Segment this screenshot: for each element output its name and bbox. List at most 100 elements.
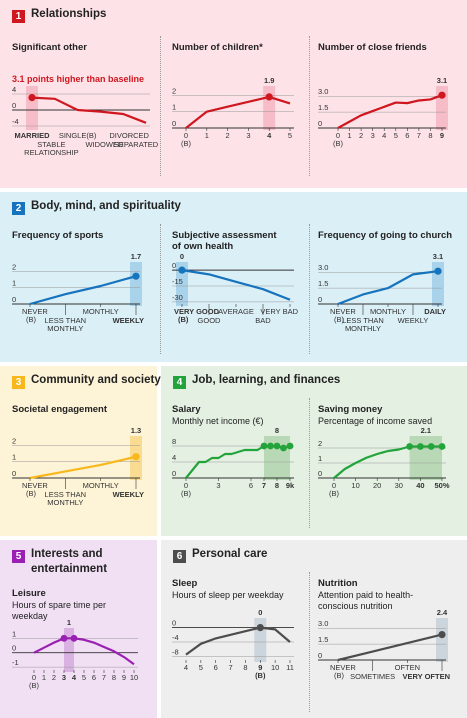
data-point bbox=[267, 442, 274, 450]
x-tick-label: 4 bbox=[184, 663, 188, 672]
baseline-marker: (B) bbox=[181, 489, 192, 498]
panel-title: Frequency of sports bbox=[12, 230, 104, 241]
x-tick-label: 40 bbox=[416, 481, 424, 490]
x-tick-label: 3 bbox=[246, 131, 250, 140]
series-line bbox=[185, 626, 291, 656]
x-category-label: VERY GOOD bbox=[174, 307, 220, 316]
section-title: Body, mind, and spirituality bbox=[31, 200, 181, 212]
x-category-label: WEEKLY bbox=[398, 316, 429, 325]
y-tick-label: 0 bbox=[318, 651, 322, 660]
panel-subtitle: Hours of sleep per weekday bbox=[172, 590, 284, 600]
section-title-line-2: entertainment bbox=[31, 563, 108, 575]
data-point bbox=[286, 442, 294, 450]
x-category-label: WEEKLY bbox=[113, 316, 144, 325]
x-tick-label: 4 bbox=[72, 673, 77, 682]
x-tick-label: 10 bbox=[351, 481, 359, 490]
x-tick-label: 5 bbox=[288, 131, 292, 140]
x-category-label: NEVER bbox=[330, 663, 356, 672]
x-tick-label: 9 bbox=[440, 131, 444, 140]
y-tick-label: -15 bbox=[172, 277, 183, 286]
y-tick-label: 0 bbox=[172, 469, 176, 478]
data-point bbox=[256, 624, 264, 632]
data-point bbox=[406, 443, 413, 450]
x-category-label: GOOD bbox=[198, 316, 222, 325]
x-tick-label: 2 bbox=[226, 131, 230, 140]
highlight-band bbox=[436, 618, 448, 662]
series-line bbox=[29, 275, 137, 306]
x-tick-label: 3 bbox=[216, 481, 220, 490]
x-tick-label: 6 bbox=[405, 131, 409, 140]
section-header: 1 Relationships bbox=[12, 8, 106, 23]
data-point bbox=[60, 634, 68, 642]
x-tick-label: 5 bbox=[82, 673, 86, 682]
section-interests: 5 Interests and entertainment Leisure Hour… bbox=[0, 540, 157, 718]
x-category-label: MONTHLY bbox=[370, 307, 406, 316]
y-tick-label: 3.0 bbox=[318, 619, 328, 628]
baseline-marker: (B) bbox=[329, 489, 340, 498]
y-tick-label: 0 bbox=[172, 119, 176, 128]
y-tick-label: 0 bbox=[172, 261, 176, 270]
y-tick-label: -4 bbox=[12, 117, 19, 126]
panel-societal: Societal engagement 2 1 0 1.3 NEVER (B) LESS T… bbox=[12, 404, 152, 534]
baseline-marker: (B) bbox=[181, 139, 192, 148]
panel-subtitle: Hours of spare time per weekday bbox=[12, 600, 107, 621]
highlight-value-label: 3.1 bbox=[433, 252, 443, 261]
section-header: 5 Interests and entertainment bbox=[12, 548, 107, 576]
x-tick-label: 8 bbox=[243, 663, 247, 672]
y-tick-label: 1 bbox=[172, 103, 176, 112]
chart-close-friends: 3.01.503.10 1 2 3 4 5 6 7 8 9(B) bbox=[318, 76, 448, 148]
data-point bbox=[438, 630, 446, 639]
panel-church: Frequency of going to church 3.0 1.5 0 3.1 N… bbox=[318, 230, 458, 360]
panel-title: Societal engagement bbox=[12, 404, 108, 415]
series-line bbox=[185, 95, 291, 129]
x-category-label: MONTHLY bbox=[345, 324, 381, 333]
x-category-label: MONTHLY bbox=[47, 498, 83, 507]
x-tick-label: 8 bbox=[112, 673, 116, 682]
x-tick-label: 2 bbox=[52, 673, 56, 682]
x-tick-label: 0 bbox=[32, 673, 36, 682]
x-tick-label: 6 bbox=[249, 481, 253, 490]
y-tick-label: 0 bbox=[12, 469, 16, 478]
x-category-label: MONTHLY bbox=[47, 324, 83, 333]
y-tick-label: 0 bbox=[318, 295, 322, 304]
x-tick-label: 11 bbox=[286, 663, 294, 672]
highlight-value-label: 2.1 bbox=[421, 426, 431, 435]
section-title: Personal care bbox=[192, 548, 268, 560]
highlight-band bbox=[409, 436, 442, 480]
x-tick-label: 0 bbox=[184, 481, 188, 490]
panel-title: Frequency of going to church bbox=[318, 230, 453, 241]
data-point bbox=[280, 444, 287, 452]
x-category-label: MONTHLY bbox=[83, 307, 119, 316]
section-header: 3 Community and society bbox=[12, 374, 161, 389]
x-category-label: NEVER bbox=[330, 307, 356, 316]
section-number: 6 bbox=[173, 550, 186, 563]
data-point bbox=[438, 91, 446, 99]
panel-subtitle: Percentage of income saved bbox=[318, 416, 433, 426]
x-category-label: VERY BAD bbox=[260, 307, 298, 316]
y-tick-label: 2 bbox=[172, 86, 176, 95]
y-tick-label: -8 bbox=[172, 647, 179, 656]
baseline-marker: (B) bbox=[29, 681, 40, 690]
section-number: 4 bbox=[173, 376, 186, 389]
x-category-label: NEVER bbox=[22, 481, 48, 490]
section-header: 4 Job, learning, and finances bbox=[173, 374, 340, 389]
x-category-label: LESS THAN bbox=[45, 490, 87, 499]
x-tick-label: 9 bbox=[258, 663, 262, 672]
data-point bbox=[265, 93, 273, 101]
section-number: 5 bbox=[12, 550, 25, 563]
y-tick-label: 1 bbox=[12, 629, 16, 638]
panel-divider bbox=[309, 398, 310, 528]
data-point bbox=[178, 266, 186, 274]
x-tick-label: 0 bbox=[332, 481, 336, 490]
y-tick-label: 4 bbox=[172, 453, 176, 462]
series-line bbox=[29, 455, 137, 480]
section-personal-care: 6 Personal care Sleep Hours of sleep per … bbox=[161, 540, 467, 718]
panel-leisure: Leisure Hours of spare time per weekday … bbox=[12, 588, 152, 716]
data-point bbox=[427, 443, 435, 450]
category-label: RELATIONSHIP bbox=[24, 148, 78, 157]
y-tick-label: 1 bbox=[12, 279, 16, 288]
panel-nutrition: Nutrition Attention paid to health-consc… bbox=[318, 578, 458, 716]
x-tick-label: 1 bbox=[42, 673, 46, 682]
section-header: 2 Body, mind, and spirituality bbox=[12, 200, 181, 215]
